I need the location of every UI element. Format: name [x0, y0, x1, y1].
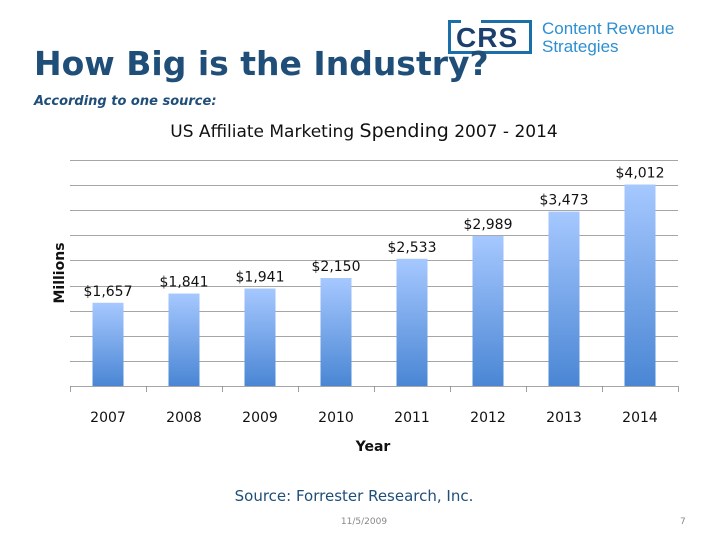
- bar-2012: [472, 235, 504, 386]
- logo-letters: CRS: [456, 22, 519, 53]
- slide-subtitle: According to one source:: [34, 94, 217, 109]
- x-tick-label-2009: 2009: [242, 410, 278, 426]
- data-label-2007: $1,657: [84, 284, 133, 300]
- data-label-2013: $3,473: [540, 193, 589, 209]
- data-label-2014: $4,012: [616, 166, 665, 182]
- bar-2008: [168, 293, 200, 386]
- x-tick-label-2011: 2011: [394, 410, 430, 426]
- chart-title: US Affiliate Marketing Spending 2007 - 2…: [0, 120, 728, 142]
- x-tick-labels: 2007 2008 2009 2010 2011 2012 2013 2014: [90, 410, 658, 426]
- bar-2009: [244, 288, 276, 386]
- x-tick-label-2010: 2010: [318, 410, 354, 426]
- x-tick-label-2012: 2012: [470, 410, 506, 426]
- x-tick-label-2008: 2008: [166, 410, 202, 426]
- logo-line-1: Content Revenue: [542, 19, 675, 38]
- bar-2013: [548, 211, 580, 386]
- x-axis-label: Year: [355, 439, 391, 455]
- bar-2011: [396, 258, 428, 386]
- x-tick-label-2013: 2013: [546, 410, 582, 426]
- data-label-2012: $2,989: [464, 217, 513, 233]
- y-axis-label: Millions: [52, 242, 68, 303]
- data-label-2008: $1,841: [160, 275, 209, 291]
- chart-title-part2: Spending: [359, 120, 449, 142]
- bar-2010: [320, 278, 352, 386]
- chart-title-part1: US Affiliate Marketing: [170, 122, 360, 142]
- bar-2007: [92, 302, 124, 386]
- slide-title: How Big is the Industry?: [34, 44, 489, 83]
- crs-logo: CRS Content Revenue Strategies: [448, 18, 718, 60]
- data-labels: $1,657 $1,841 $1,941 $2,150 $2,533 $2,989 $3,4…: [84, 166, 665, 300]
- page-number: 7: [680, 517, 686, 527]
- bar-2014: [624, 184, 656, 386]
- logo-text: Content Revenue Strategies: [542, 20, 674, 56]
- logo-line-2: Strategies: [542, 37, 619, 56]
- x-tick-label-2014: 2014: [622, 410, 658, 426]
- logo-box-icon: CRS: [448, 20, 532, 54]
- x-tick-label-2007: 2007: [90, 410, 126, 426]
- footer-date: 11/5/2009: [340, 517, 388, 527]
- source-note: Source: Forrester Research, Inc.: [234, 487, 474, 505]
- bars: [92, 184, 656, 386]
- data-label-2011: $2,533: [388, 240, 437, 256]
- data-label-2010: $2,150: [312, 259, 361, 275]
- data-label-2009: $1,941: [236, 270, 285, 286]
- chart-title-part3: 2007 - 2014: [448, 122, 558, 142]
